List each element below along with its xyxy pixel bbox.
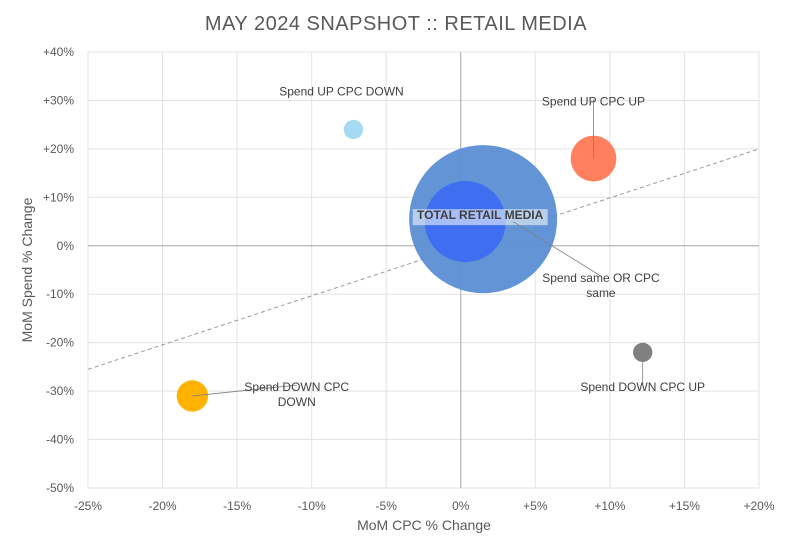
y-tick-label: +20% — [43, 142, 74, 156]
chart-title: MAY 2024 SNAPSHOT :: RETAIL MEDIA — [205, 13, 587, 35]
y-tick-label: -30% — [46, 384, 74, 398]
x-tick-label: -20% — [149, 499, 177, 513]
annotation-leader — [192, 384, 297, 397]
annotation-label: Spend same OR CPC — [542, 271, 660, 285]
y-tick-label: +10% — [43, 190, 74, 204]
x-tick-label: 0% — [452, 499, 470, 513]
x-tick-label: +5% — [523, 499, 548, 513]
annotation-leader — [512, 221, 602, 277]
annotation-label: Spend DOWN CPC — [244, 380, 349, 394]
bubble — [343, 119, 364, 140]
x-tick-label: +10% — [594, 499, 625, 513]
y-tick-label: -40% — [46, 433, 74, 447]
y-tick-label: -50% — [46, 481, 74, 495]
x-tick-label: -5% — [376, 499, 398, 513]
axes — [87, 51, 760, 489]
gridlines — [87, 51, 760, 489]
annotation-label: Spend DOWN CPC UP — [580, 380, 705, 394]
y-axis-title: MoM Spend % Change — [19, 197, 35, 342]
y-tick-label: +30% — [43, 93, 74, 107]
y-tick-label: -10% — [46, 287, 74, 301]
plot-border — [87, 51, 760, 489]
annotation-label: TOTAL RETAIL MEDIA — [417, 208, 544, 222]
annotation-label: Spend UP CPC UP — [542, 94, 645, 108]
x-tick-label: -25% — [74, 499, 102, 513]
annotation-label: Spend UP CPC DOWN — [279, 85, 403, 99]
tick-labels: -25% -20% -15% -10% -5% 0% +5% +10% +15% +20% +40%… — [43, 45, 775, 513]
x-axis-title: MoM CPC % Change — [357, 517, 491, 533]
annotation-backdrop — [412, 209, 548, 226]
y-tick-label: +40% — [43, 45, 74, 59]
x-tick-label: +20% — [743, 499, 774, 513]
annotation-label: DOWN — [278, 395, 316, 409]
x-tick-label: +15% — [669, 499, 700, 513]
bubbles — [176, 119, 653, 412]
y-tick-label: 0% — [57, 239, 75, 253]
y-tick-label: -20% — [46, 336, 74, 350]
x-tick-label: -10% — [298, 499, 326, 513]
annotation-label: same — [586, 286, 616, 300]
x-tick-label: -15% — [223, 499, 251, 513]
